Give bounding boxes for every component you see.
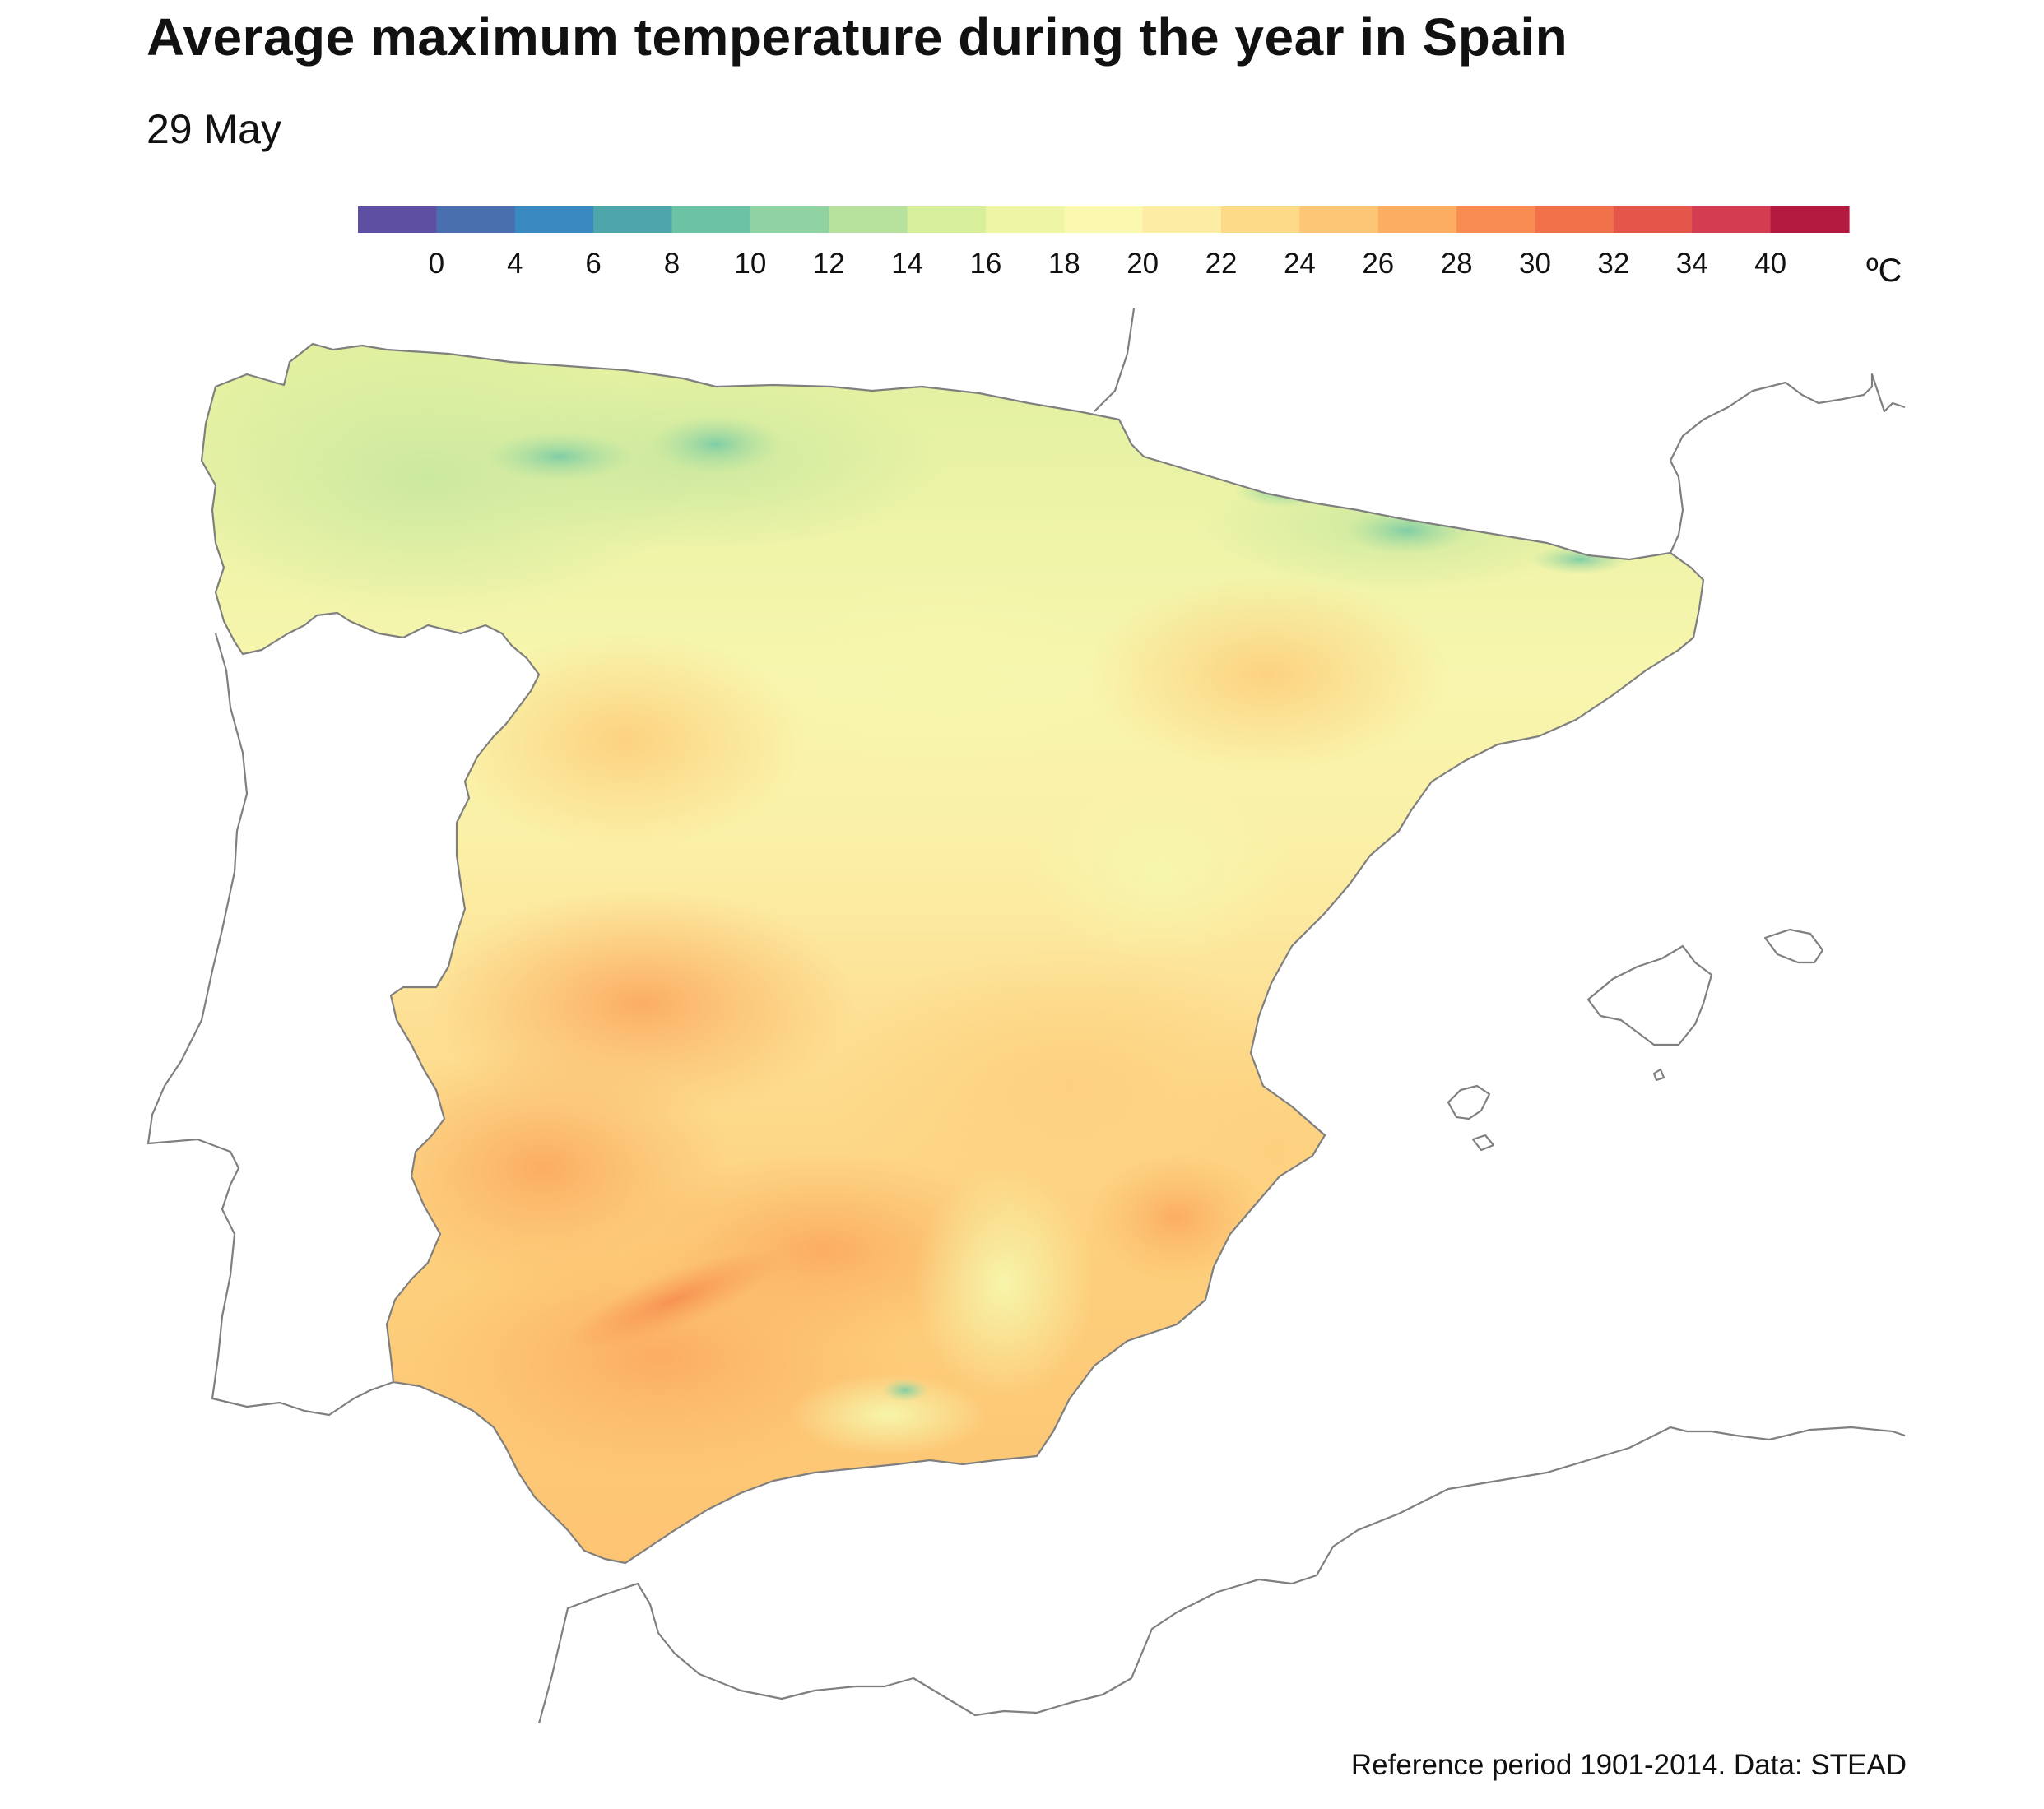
legend-tick-labels: 0 4 6 8 10 12 14 16 18 20 22 24 26 28 30 32 34 40 bbox=[429, 248, 1786, 280]
legend-swatch bbox=[1770, 206, 1850, 233]
legend-tick-label: 32 bbox=[1597, 248, 1629, 280]
menorca bbox=[1763, 928, 1824, 964]
spain-temperature-field bbox=[202, 344, 1703, 1563]
legend-tick-label: 12 bbox=[813, 248, 845, 280]
legend-swatch bbox=[985, 206, 1065, 233]
legend-unit-label: ºC bbox=[1866, 253, 1902, 289]
legend-tick-label: 40 bbox=[1754, 248, 1786, 280]
legend-tick-label: 16 bbox=[969, 248, 1001, 280]
source-caption: Reference period 1901-2014. Data: STEAD bbox=[1350, 1749, 1907, 1781]
legend-tick-label: 4 bbox=[507, 248, 523, 280]
legend-tick-label: 22 bbox=[1205, 248, 1238, 280]
legend-swatch bbox=[1299, 206, 1379, 233]
legend-tick-label: 34 bbox=[1676, 248, 1708, 280]
color-legend: 0 4 6 8 10 12 14 16 18 20 22 24 26 28 30 32 34 40 ºC bbox=[358, 206, 1902, 289]
legend-tick-label: 30 bbox=[1519, 248, 1551, 280]
legend-swatches bbox=[358, 206, 1850, 233]
legend-tick-label: 10 bbox=[734, 248, 766, 280]
africa-coast bbox=[537, 1426, 1906, 1724]
legend-tick-label: 6 bbox=[585, 248, 601, 280]
portugal-border bbox=[146, 633, 394, 1417]
legend-tick-label: 14 bbox=[891, 248, 923, 280]
legend-swatch bbox=[1456, 206, 1536, 233]
france-coast bbox=[1094, 308, 1906, 554]
legend-tick-label: 18 bbox=[1048, 248, 1080, 280]
legend-swatch bbox=[436, 206, 516, 233]
legend-swatch bbox=[750, 206, 829, 233]
chart-subtitle-date: 29 May bbox=[146, 106, 281, 152]
formentera bbox=[1471, 1134, 1495, 1152]
legend-tick-label: 20 bbox=[1127, 248, 1159, 280]
legend-swatch bbox=[1377, 206, 1457, 233]
coastlines bbox=[146, 308, 1906, 1724]
legend-tick-label: 28 bbox=[1441, 248, 1473, 280]
legend-swatch bbox=[1613, 206, 1693, 233]
legend-swatch bbox=[1692, 206, 1772, 233]
legend-swatch bbox=[671, 206, 751, 233]
ibiza bbox=[1447, 1084, 1491, 1120]
legend-tick-label: 26 bbox=[1362, 248, 1394, 280]
legend-swatch bbox=[1535, 206, 1614, 233]
legend-swatch bbox=[1142, 206, 1222, 233]
chart-title: Average maximum temperature during the y… bbox=[146, 7, 1568, 67]
legend-swatch bbox=[358, 206, 437, 233]
legend-tick-label: 24 bbox=[1284, 248, 1316, 280]
legend-swatch bbox=[1221, 206, 1301, 233]
legend-swatch bbox=[829, 206, 908, 233]
legend-swatch bbox=[593, 206, 673, 233]
legend-tick-label: 0 bbox=[429, 248, 444, 280]
mallorca bbox=[1586, 944, 1713, 1046]
legend-swatch bbox=[907, 206, 987, 233]
legend-swatch bbox=[1064, 206, 1144, 233]
legend-swatch bbox=[514, 206, 594, 233]
cabrera bbox=[1652, 1068, 1665, 1082]
legend-tick-label: 8 bbox=[664, 248, 680, 280]
